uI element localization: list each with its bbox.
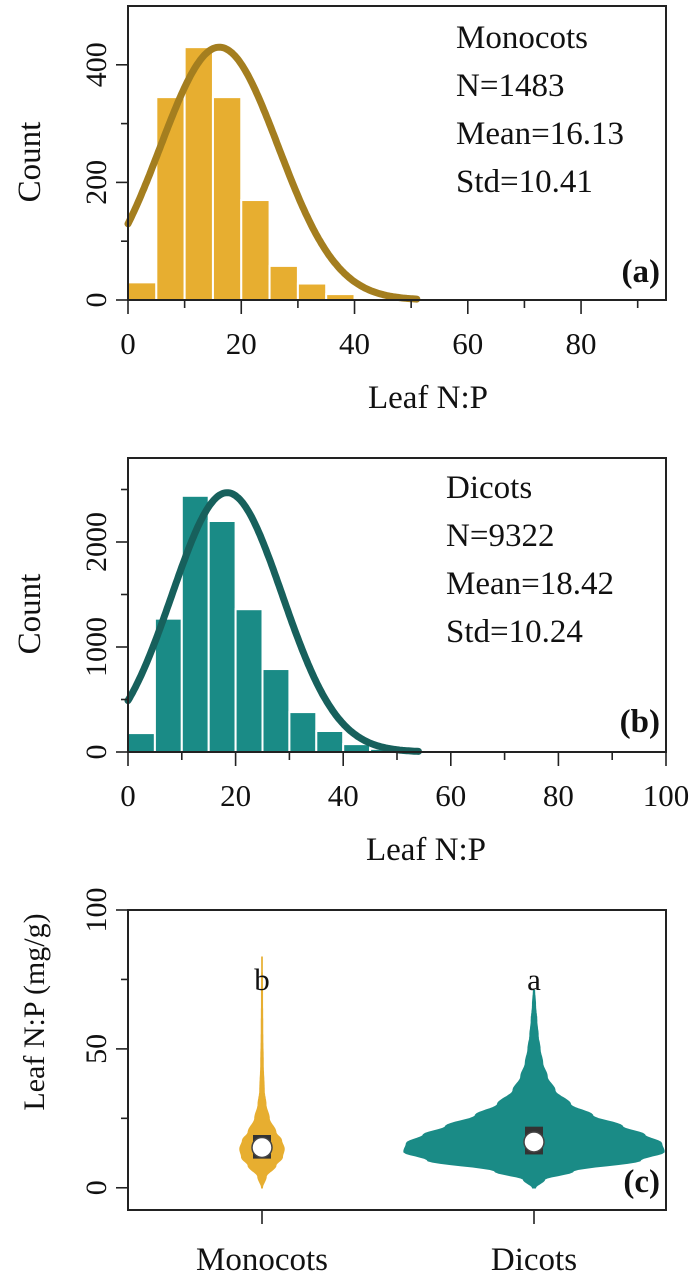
panel-b-dicots-histogram: Count 0 1000 2000 0 20 40 60 80 100 Dicots N=93… <box>12 457 690 868</box>
panel-a-n-label: N=1483 <box>456 68 564 104</box>
panel-b-bar-6 <box>288 711 318 753</box>
panel-a-normal-curve <box>124 43 421 303</box>
panel-a-ylabel: Count <box>12 122 48 203</box>
panel-a-ytick-label-2: 400 <box>80 42 113 87</box>
panel-a-ytick-label-0: 0 <box>80 293 113 308</box>
median-dot-dicots <box>523 1131 545 1153</box>
panel-b-mean-label: Mean=18.42 <box>446 566 614 602</box>
panel-b-xtick-label-5: 100 <box>643 778 690 813</box>
panel-b-xlabel: Leaf N:P <box>366 832 486 868</box>
panel-a-bar-6 <box>296 282 328 302</box>
panel-a-frame <box>127 5 667 301</box>
panel-b-bar-1 <box>153 617 183 754</box>
panel-b-bar-0 <box>127 732 156 753</box>
panel-b-bar-3 <box>207 520 237 753</box>
violin-dicots <box>403 989 665 1189</box>
panel-a-xtick-label-3: 60 <box>452 326 483 361</box>
panel-b-ytick-label-2: 2000 <box>80 512 113 572</box>
significance-letter-dicots: a <box>527 962 541 997</box>
group-label-dicots: Dicots <box>491 1242 577 1277</box>
panel-a-bar-5 <box>268 264 299 301</box>
panel-b-xtick-label-1: 20 <box>220 778 251 813</box>
panel-b-ytick-label-1: 1000 <box>80 617 113 677</box>
panel-b-xtick-label-2: 40 <box>328 778 359 813</box>
panel-a-xtick-label-1: 20 <box>226 326 257 361</box>
panel-b-n-label: N=9322 <box>446 518 554 554</box>
median-dot-monocots <box>251 1136 273 1159</box>
panel-b-bar-5 <box>261 668 291 753</box>
panel-a-xtick-label-4: 80 <box>566 326 597 361</box>
panel-b-xtick-label-0: 0 <box>120 778 136 813</box>
panel-b-ytick-label-0: 0 <box>80 745 113 760</box>
panel-b-normal-curve <box>124 489 422 755</box>
panel-c-label: (c) <box>623 1164 660 1200</box>
panel-c-ylabel: Leaf N:P (mg/g) <box>18 913 51 1110</box>
panel-a-xtick-label-0: 0 <box>120 326 136 361</box>
panel-a-bar-3 <box>211 96 243 301</box>
panel-b-std-label: Std=10.24 <box>446 614 583 650</box>
violin-monocots <box>239 956 285 1189</box>
panel-c-ytick-label-1: 50 <box>80 1034 113 1064</box>
panel-a-label: (a) <box>622 254 660 290</box>
panel-a-group-name: Monocots <box>456 20 588 56</box>
panel-a-ytick-label-1: 200 <box>80 160 113 205</box>
significance-letter-monocots: b <box>254 962 270 997</box>
panel-a-bar-4 <box>240 199 271 301</box>
panel-b-group-name: Dicots <box>446 470 532 506</box>
panel-b-xtick-label-4: 80 <box>543 778 574 813</box>
panel-b-ylabel: Count <box>12 574 48 655</box>
panel-b-bar-4 <box>234 608 264 754</box>
panel-a-bar-0 <box>127 281 158 301</box>
panel-b-bar-8 <box>342 743 372 753</box>
panel-a-xlabel: Leaf N:P <box>368 380 488 416</box>
panel-a-std-label: Std=10.41 <box>456 164 593 200</box>
panel-b-label: (b) <box>620 704 660 740</box>
panel-a-mean-label: Mean=16.13 <box>456 116 624 152</box>
group-label-monocots: Monocots <box>196 1242 328 1277</box>
panel-b-bar-7 <box>315 730 345 753</box>
panel-c-frame <box>127 909 667 1211</box>
panel-a-xtick-label-2: 40 <box>339 326 370 361</box>
panel-c-ytick-label-0: 0 <box>80 1180 113 1195</box>
panel-b-xtick-label-3: 60 <box>435 778 466 813</box>
panel-c-ytick-label-2: 100 <box>80 888 113 933</box>
